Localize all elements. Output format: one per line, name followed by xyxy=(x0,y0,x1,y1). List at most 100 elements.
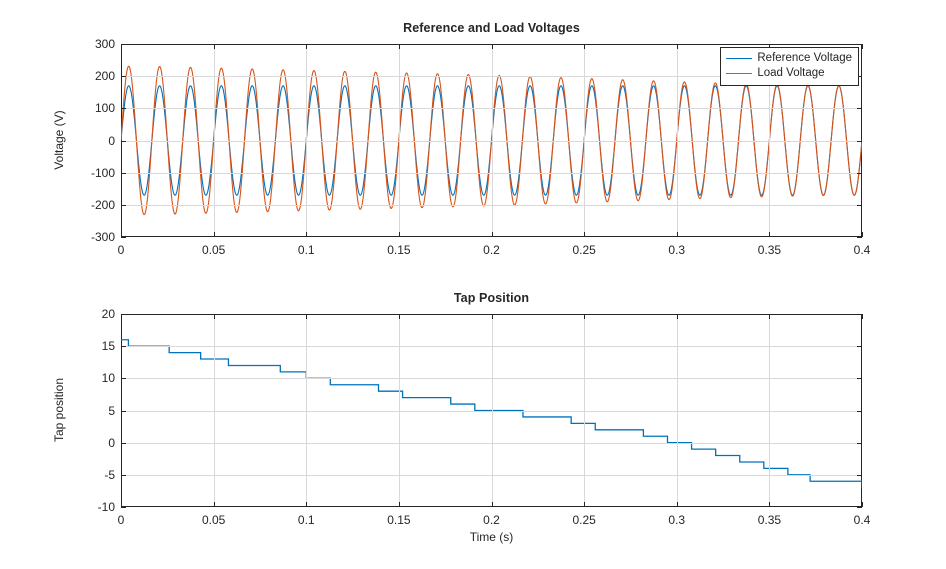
y-tick-mark xyxy=(121,172,126,174)
gridline-vertical xyxy=(676,44,678,237)
x-tick-mark xyxy=(584,44,586,49)
y-tick-mark xyxy=(121,346,126,348)
y-tick-mark xyxy=(857,108,862,110)
legend-entry[interactable]: Reference Voltage xyxy=(726,51,852,66)
x-tick-label: 0 xyxy=(117,243,125,257)
x-tick-mark xyxy=(306,44,308,49)
x-tick-mark xyxy=(121,314,122,319)
legend-label: Load Voltage xyxy=(757,67,825,79)
gridline-vertical xyxy=(491,44,493,237)
x-tick-mark xyxy=(491,314,493,319)
gridline-vertical xyxy=(306,314,308,507)
x-tick-label: 0.4 xyxy=(853,513,871,527)
x-tick-mark xyxy=(584,502,586,507)
gridline-vertical xyxy=(398,314,400,507)
y-tick-label: 200 xyxy=(94,69,115,84)
x-tick-mark xyxy=(676,314,678,319)
x-tick-mark xyxy=(213,502,215,507)
y-tick-mark xyxy=(857,442,862,444)
x-tick-mark xyxy=(862,502,863,507)
gridline-vertical xyxy=(584,44,586,237)
legend-entry[interactable]: Load Voltage xyxy=(726,66,852,81)
x-tick-label: 0.25 xyxy=(572,513,596,527)
y-tick-mark xyxy=(121,474,126,476)
y-tick-mark xyxy=(857,44,862,45)
y-tick-mark xyxy=(121,237,126,238)
x-tick-mark xyxy=(306,502,308,507)
y-tick-mark xyxy=(857,204,862,206)
x-tick-label: 0.3 xyxy=(668,513,686,527)
gridline-vertical xyxy=(676,314,678,507)
gridline-vertical xyxy=(769,314,771,507)
x-tick-mark xyxy=(769,502,771,507)
gridline-vertical xyxy=(213,44,215,237)
y-tick-mark xyxy=(121,108,126,110)
y-tick-label: -300 xyxy=(90,230,115,244)
y-tick-mark xyxy=(857,237,862,238)
x-tick-label: 0.2 xyxy=(483,243,500,257)
legend-swatch-icon xyxy=(726,73,753,74)
x-tick-label: 0.4 xyxy=(853,243,871,257)
x-tick-mark xyxy=(676,502,678,507)
x-tick-label: 0.05 xyxy=(201,513,226,527)
y-tick-mark xyxy=(121,44,126,45)
x-tick-mark xyxy=(121,44,122,49)
gridline-vertical xyxy=(769,44,771,237)
x-tick-mark xyxy=(584,314,586,319)
x-tick-mark xyxy=(769,314,771,319)
tap-position-xlabel: Time (s) xyxy=(469,530,514,544)
x-tick-mark xyxy=(306,232,308,237)
x-tick-mark xyxy=(862,44,863,49)
x-tick-label: 0.1 xyxy=(297,513,315,527)
x-tick-mark xyxy=(676,232,678,237)
x-tick-mark xyxy=(584,232,586,237)
x-tick-label: 0.35 xyxy=(757,513,782,527)
y-tick-label: 100 xyxy=(94,101,115,116)
x-tick-label: 0.1 xyxy=(297,243,315,257)
x-tick-label: 0.25 xyxy=(572,243,596,257)
x-tick-mark xyxy=(491,232,493,237)
x-tick-mark xyxy=(862,232,863,237)
y-tick-mark xyxy=(857,314,862,315)
tap-position-axes: Tap Position Tap position Time (s) -10 -5… xyxy=(52,291,870,544)
x-tick-mark xyxy=(398,44,400,49)
gridline-vertical xyxy=(398,44,400,237)
y-tick-mark xyxy=(121,378,126,380)
legend-swatch-icon xyxy=(726,58,753,59)
y-tick-mark xyxy=(857,140,862,142)
y-tick-label: -5 xyxy=(104,467,115,482)
voltages-ylabel: Voltage (V) xyxy=(52,110,66,170)
y-tick-label: -200 xyxy=(90,197,115,212)
gridline-vertical xyxy=(306,44,308,237)
y-tick-label: 20 xyxy=(101,307,115,321)
y-tick-mark xyxy=(121,140,126,142)
voltages-axes: Reference and Load Voltages Voltage (V) … xyxy=(52,21,870,257)
y-tick-mark xyxy=(857,76,862,78)
x-tick-label: 0.35 xyxy=(757,243,782,257)
x-tick-label: 0.2 xyxy=(483,513,500,527)
x-tick-label: 0.3 xyxy=(668,243,686,257)
x-tick-mark xyxy=(769,232,771,237)
x-tick-mark xyxy=(769,44,771,49)
y-tick-mark xyxy=(121,410,126,412)
gridline-vertical xyxy=(213,314,215,507)
x-tick-mark xyxy=(398,232,400,237)
legend-label: Reference Voltage xyxy=(757,52,852,64)
x-tick-mark xyxy=(491,502,493,507)
y-tick-label: -100 xyxy=(90,165,115,180)
x-tick-label: 0.05 xyxy=(201,243,226,257)
y-tick-label: 5 xyxy=(108,403,115,418)
y-tick-label: 0 xyxy=(108,435,115,450)
x-tick-label: 0 xyxy=(117,513,125,527)
y-tick-mark xyxy=(121,76,126,78)
y-tick-label: 0 xyxy=(108,133,115,148)
y-tick-mark xyxy=(121,314,126,315)
y-tick-mark xyxy=(857,172,862,174)
y-tick-mark xyxy=(121,204,126,206)
voltages-legend[interactable]: Reference Voltage Load Voltage xyxy=(720,47,859,86)
y-tick-mark xyxy=(857,474,862,476)
gridline-vertical xyxy=(584,314,586,507)
x-tick-mark xyxy=(213,314,215,319)
tap-position-ylabel: Tap position xyxy=(52,377,66,443)
x-tick-mark xyxy=(121,502,122,507)
